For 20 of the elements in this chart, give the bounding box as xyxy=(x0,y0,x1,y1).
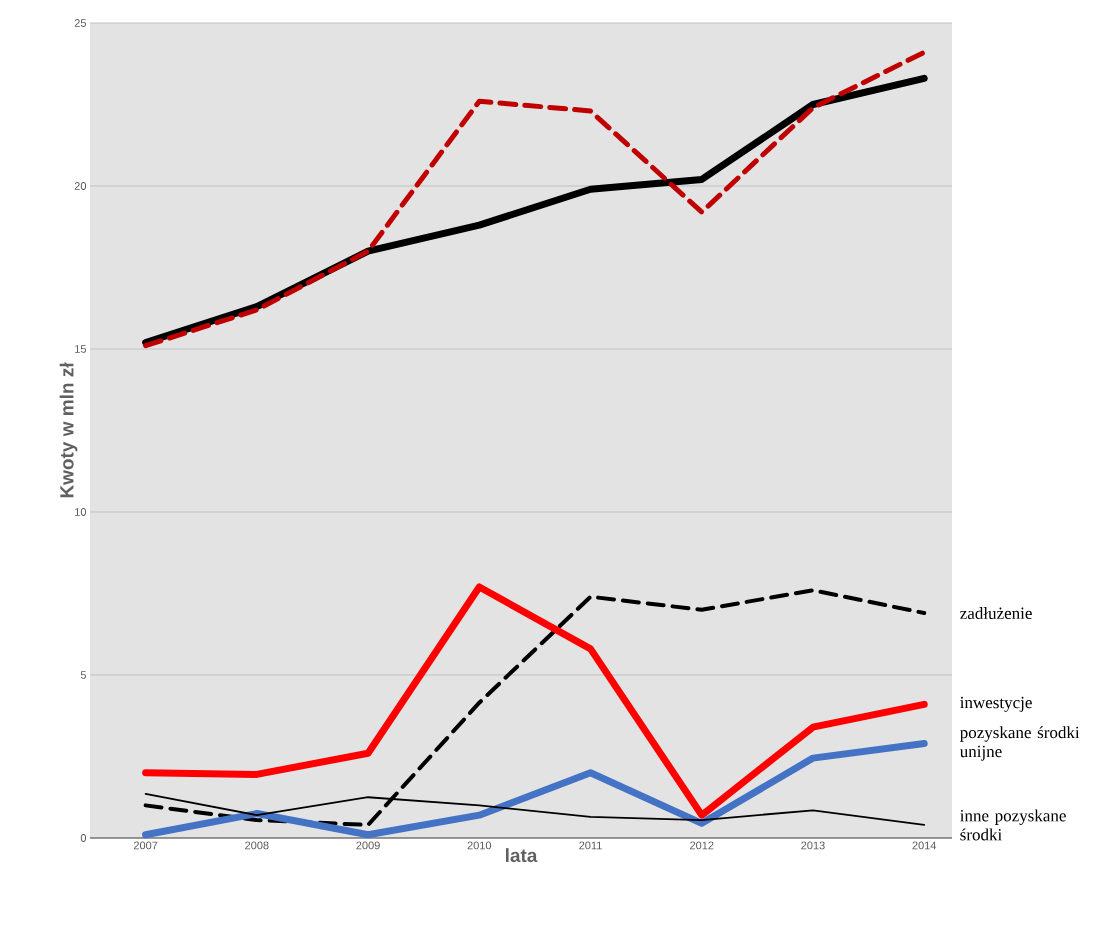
text: inwestycje xyxy=(960,696,1032,712)
text: zadłużenie xyxy=(960,607,1032,620)
x-tick-label: 2013 xyxy=(801,841,825,850)
y-tick-label: 20 xyxy=(74,182,87,190)
y-tick-label: 0 xyxy=(80,834,87,842)
y-tick-label: 5 xyxy=(80,671,86,679)
x-tick-label: 2014 xyxy=(912,841,937,850)
x-tick-label: 2012 xyxy=(690,841,714,850)
x-tick-label: 2009 xyxy=(356,841,380,850)
text: pozyskane środki unijne xyxy=(959,726,1080,761)
y-tick-label: 10 xyxy=(75,508,87,516)
x-tick-label: 2011 xyxy=(579,841,602,850)
x-tick-label: 2008 xyxy=(245,841,269,850)
x-tick-label: 2007 xyxy=(133,841,158,850)
y-tick-label: 15 xyxy=(75,345,86,353)
x-tick-label: 2010 xyxy=(467,841,492,850)
y-axis-title: Kwoty w mln zł xyxy=(59,362,78,498)
text: inne pozyskane środki xyxy=(960,809,1066,841)
x-axis-title: lata xyxy=(505,848,538,863)
y-tick-label: 25 xyxy=(74,19,86,27)
